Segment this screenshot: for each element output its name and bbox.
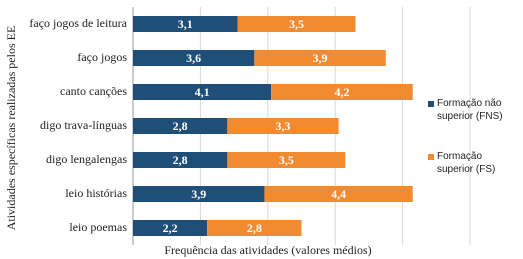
bar-segment [133, 84, 272, 100]
value-label: 3,9 [191, 187, 206, 201]
legend-swatch [428, 101, 434, 107]
y-tick-label: leio histórias [65, 186, 127, 200]
legend-entry: Formação superior (FS) [428, 150, 520, 176]
bar-segment [264, 186, 413, 202]
legend-entry: Formação não superior (FNS) [428, 97, 520, 123]
bar-segment [133, 118, 228, 134]
value-label: 2,8 [173, 119, 188, 133]
y-tick-label: digo lengalengas [46, 152, 127, 166]
bar-segment [133, 186, 265, 202]
legend-swatch [428, 154, 434, 160]
bar-segment [271, 84, 413, 100]
bar-segment [227, 152, 346, 168]
x-axis-label: Frequência das atividades (valores médio… [164, 243, 371, 257]
bar-segment [207, 220, 302, 236]
y-axis-label: Atividades específicas realizadas pelos … [4, 26, 18, 231]
value-label: 3,5 [279, 153, 294, 167]
y-tick-label: canto canções [60, 84, 127, 98]
value-label: 4,1 [195, 85, 210, 99]
bar-segment [133, 152, 228, 168]
value-label: 3,6 [186, 51, 201, 65]
bar-segment [227, 118, 339, 134]
bar-segment [133, 220, 208, 236]
y-tick-label: faço jogos [77, 50, 127, 64]
value-label: 2,8 [173, 153, 188, 167]
y-tick-label: faço jogos de leitura [29, 16, 127, 30]
y-tick-label: leio poemas [69, 220, 127, 234]
value-label: 4,4 [331, 187, 346, 201]
value-label: 2,2 [163, 221, 178, 235]
value-label: 3,9 [313, 51, 328, 65]
legend-label: Formação superior (FS) [437, 151, 496, 175]
value-label: 2,8 [247, 221, 262, 235]
value-label: 3,5 [289, 17, 304, 31]
y-tick-label: digo trava-línguas [40, 118, 127, 132]
value-label: 3,3 [275, 119, 290, 133]
bar-segment [133, 50, 255, 66]
value-label: 3,1 [178, 17, 193, 31]
bar-segment [237, 16, 356, 32]
bar-segment [133, 16, 238, 32]
legend-label: Formação não superior (FNS) [437, 98, 503, 122]
value-label: 4,2 [334, 85, 349, 99]
bar-segment [254, 50, 386, 66]
